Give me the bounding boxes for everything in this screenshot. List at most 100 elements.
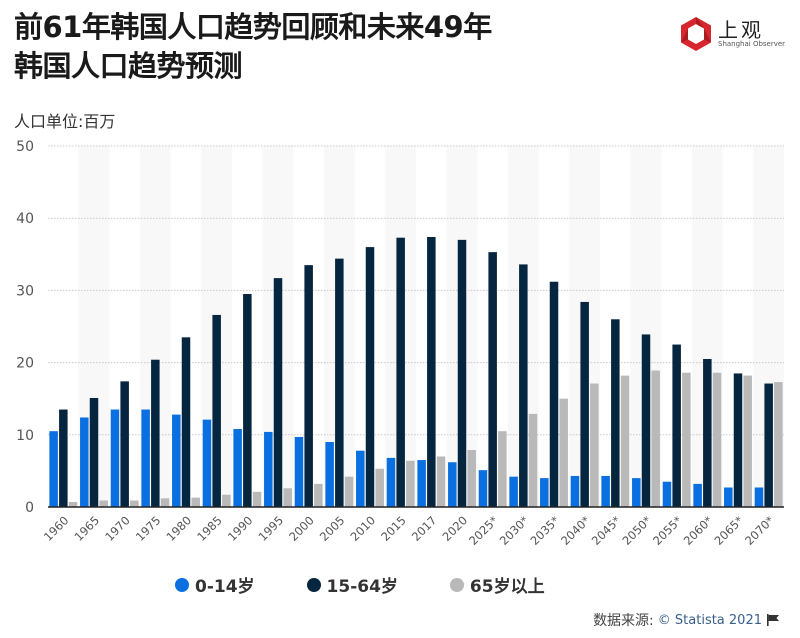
bar-65岁以上-1965[interactable] <box>99 500 108 507</box>
bar-65岁以上-1980[interactable] <box>191 497 200 507</box>
bar-15-64岁-2060*[interactable] <box>703 358 712 507</box>
bar-15-64岁-2045*[interactable] <box>611 319 620 507</box>
legend-dot-icon <box>306 577 321 592</box>
x-tick-label: 2025* <box>466 513 501 548</box>
bar-0-14岁-2065*[interactable] <box>724 487 733 507</box>
bar-15-64岁-1960[interactable] <box>59 409 68 507</box>
x-tick-label: 2010 <box>348 513 379 544</box>
bar-65岁以上-2045*[interactable] <box>620 375 630 507</box>
bar-0-14岁-2005[interactable] <box>325 442 334 507</box>
bar-15-64岁-2055*[interactable] <box>672 344 681 507</box>
bar-15-64岁-1985[interactable] <box>212 314 221 507</box>
bar-0-14岁-2055*[interactable] <box>662 481 672 507</box>
bar-65岁以上-2025*[interactable] <box>498 431 507 507</box>
flag-icon[interactable] <box>766 614 780 626</box>
bar-15-64岁-1970[interactable] <box>120 381 129 507</box>
bar-15-64岁-2010[interactable] <box>365 247 375 507</box>
bar-15-64岁-2050*[interactable] <box>641 334 651 507</box>
chart-title: 前61年韩国人口趋势回顾和未来49年 韩国人口趋势预测 <box>14 8 634 86</box>
x-tick-label: 1980 <box>164 513 195 544</box>
bar-65岁以上-2010[interactable] <box>375 468 384 507</box>
bar-15-64岁-2015[interactable] <box>396 237 405 507</box>
title-line-1: 前61年韩国人口趋势回顾和未来49年 <box>14 10 492 44</box>
bar-65岁以上-2017[interactable] <box>436 456 446 507</box>
bar-15-64岁-1980[interactable] <box>181 337 191 507</box>
source-label: 数据来源: <box>593 613 654 629</box>
x-tick-label: 1965 <box>72 513 103 544</box>
statista-link[interactable]: © Statista 2021 <box>657 612 762 628</box>
bar-0-14岁-1990[interactable] <box>233 429 242 507</box>
bar-0-14岁-1965[interactable] <box>80 417 89 507</box>
y-tick-label: 40 <box>16 211 34 227</box>
bar-65岁以上-2000[interactable] <box>314 483 323 507</box>
bar-15-64岁-2035*[interactable] <box>549 281 559 507</box>
x-tick-label: 2020 <box>440 513 471 544</box>
bar-65岁以上-1990[interactable] <box>252 491 262 507</box>
bar-0-14岁-1975[interactable] <box>141 409 150 507</box>
bar-65岁以上-2030*[interactable] <box>528 413 538 507</box>
bar-15-64岁-1995[interactable] <box>273 278 283 507</box>
bar-0-14岁-2035*[interactable] <box>540 478 549 507</box>
bar-15-64岁-2005[interactable] <box>335 258 344 507</box>
x-tick-label: 1960 <box>41 513 72 544</box>
y-tick-label: 0 <box>25 500 34 516</box>
bar-65岁以上-2020[interactable] <box>467 449 476 507</box>
bar-15-64岁-1965[interactable] <box>89 397 99 507</box>
bar-0-14岁-1960[interactable] <box>49 431 58 507</box>
bar-0-14岁-2060*[interactable] <box>693 483 702 507</box>
bar-65岁以上-1975[interactable] <box>160 498 170 507</box>
bar-15-64岁-1975[interactable] <box>151 359 160 507</box>
logo-hexagon-icon <box>681 17 711 51</box>
x-tick-label: 2035* <box>527 513 562 548</box>
legend-item-0-14: 0-14岁 <box>175 572 255 597</box>
legend-dot-icon <box>449 577 464 592</box>
bar-15-64岁-2070*[interactable] <box>764 383 773 507</box>
bar-65岁以上-2050*[interactable] <box>651 370 660 507</box>
x-tick-label: 2005 <box>317 513 348 544</box>
logo-text: 上观 <box>718 18 764 42</box>
bar-0-14岁-2017[interactable] <box>417 460 426 507</box>
bar-65岁以上-2055*[interactable] <box>682 372 691 507</box>
bar-0-14岁-2025*[interactable] <box>478 470 488 507</box>
bar-0-14岁-1985[interactable] <box>202 419 212 507</box>
bar-0-14岁-1980[interactable] <box>172 414 181 507</box>
bar-0-14岁-2040*[interactable] <box>570 475 580 507</box>
x-tick-label: 2015 <box>378 513 409 544</box>
bar-0-14岁-2020[interactable] <box>448 462 457 507</box>
x-tick-label: 2030* <box>497 513 532 548</box>
bar-65岁以上-2040*[interactable] <box>590 383 599 507</box>
x-tick-label: 2070* <box>742 513 777 548</box>
bar-15-64岁-2025*[interactable] <box>488 252 497 507</box>
legend-label: 65岁以上 <box>469 577 545 597</box>
legend-dot-icon <box>175 577 189 592</box>
bar-65岁以上-1985[interactable] <box>222 494 231 507</box>
x-tick-label: 1990 <box>225 513 256 544</box>
bar-15-64岁-2017[interactable] <box>427 236 436 508</box>
bar-0-14岁-1970[interactable] <box>110 409 120 507</box>
bar-65岁以上-1995[interactable] <box>283 488 292 507</box>
bar-65岁以上-2065*[interactable] <box>743 375 752 507</box>
bar-0-14岁-2010[interactable] <box>356 450 365 507</box>
bar-65岁以上-1960[interactable] <box>68 501 78 507</box>
bar-15-64岁-2040*[interactable] <box>580 301 589 507</box>
bar-0-14岁-1995[interactable] <box>264 431 273 507</box>
bar-15-64岁-2030*[interactable] <box>519 264 528 507</box>
bar-65岁以上-2005[interactable] <box>344 476 354 507</box>
bar-65岁以上-1970[interactable] <box>130 500 139 507</box>
bar-65岁以上-2070*[interactable] <box>774 382 783 507</box>
bar-15-64岁-2065*[interactable] <box>733 373 743 507</box>
bar-0-14岁-2030*[interactable] <box>509 476 518 507</box>
bar-15-64岁-1990[interactable] <box>243 294 252 507</box>
bar-0-14岁-2045*[interactable] <box>601 475 610 507</box>
bar-0-14岁-2050*[interactable] <box>632 478 641 507</box>
bar-0-14岁-2015[interactable] <box>386 457 396 507</box>
bar-15-64岁-2020[interactable] <box>457 239 467 508</box>
bar-65岁以上-2015[interactable] <box>406 460 415 507</box>
bar-0-14岁-2070*[interactable] <box>754 487 764 507</box>
bar-65岁以上-2060*[interactable] <box>712 372 722 507</box>
bar-65岁以上-2035*[interactable] <box>559 398 568 507</box>
bar-15-64岁-2000[interactable] <box>304 265 313 507</box>
bar-0-14岁-2000[interactable] <box>294 436 304 507</box>
legend-item-15-64: 15-64岁 <box>306 572 398 597</box>
y-tick-label: 20 <box>16 356 34 372</box>
